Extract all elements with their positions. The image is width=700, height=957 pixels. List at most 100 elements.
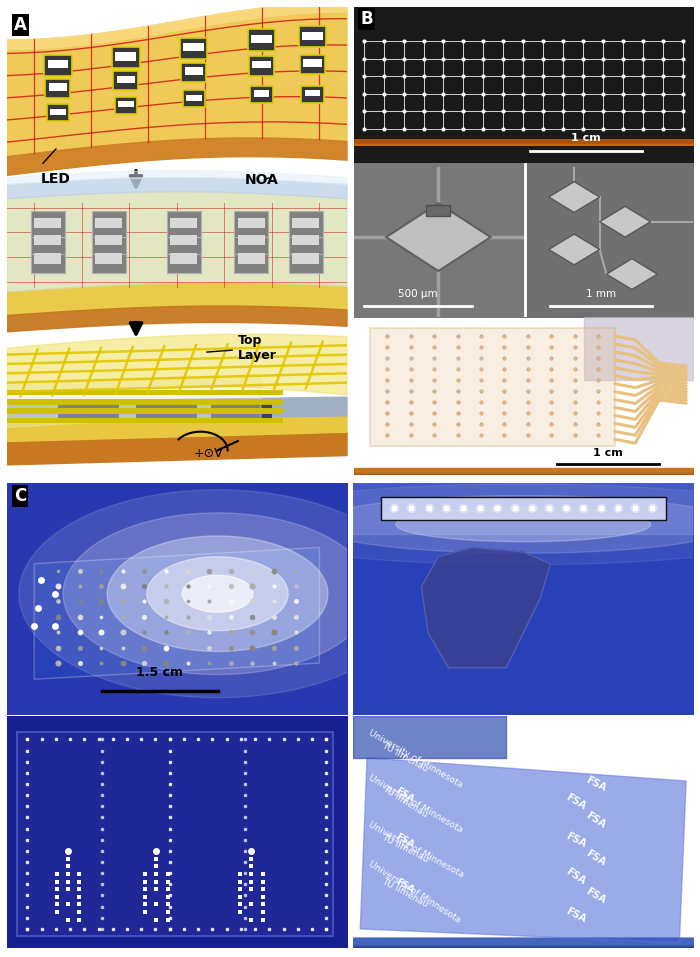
FancyBboxPatch shape [234, 211, 268, 236]
Text: FSA: FSA [584, 848, 608, 868]
FancyBboxPatch shape [299, 27, 326, 48]
FancyBboxPatch shape [92, 211, 126, 236]
Text: TU Ilmenau: TU Ilmenau [381, 833, 430, 864]
FancyBboxPatch shape [118, 101, 134, 107]
Polygon shape [600, 207, 650, 237]
FancyBboxPatch shape [186, 95, 202, 100]
FancyBboxPatch shape [253, 61, 271, 69]
Text: FSA: FSA [584, 774, 608, 792]
Polygon shape [226, 484, 700, 565]
Polygon shape [396, 507, 650, 542]
FancyBboxPatch shape [170, 254, 197, 264]
Text: 1 cm: 1 cm [571, 133, 601, 143]
Text: C: C [14, 487, 26, 505]
FancyBboxPatch shape [167, 211, 200, 236]
Polygon shape [107, 536, 328, 652]
FancyBboxPatch shape [117, 76, 135, 83]
FancyBboxPatch shape [116, 53, 136, 60]
FancyBboxPatch shape [292, 254, 319, 264]
FancyBboxPatch shape [31, 211, 64, 236]
Text: NOA: NOA [245, 173, 279, 188]
Text: FSA: FSA [564, 792, 587, 812]
FancyBboxPatch shape [303, 59, 322, 67]
FancyBboxPatch shape [302, 32, 323, 40]
Polygon shape [311, 496, 700, 553]
Text: 1 mm: 1 mm [587, 289, 617, 299]
Polygon shape [63, 513, 372, 675]
FancyBboxPatch shape [289, 247, 323, 273]
FancyBboxPatch shape [426, 205, 450, 215]
FancyBboxPatch shape [95, 254, 122, 264]
FancyBboxPatch shape [249, 56, 274, 76]
FancyBboxPatch shape [185, 67, 203, 75]
Polygon shape [386, 203, 491, 271]
FancyBboxPatch shape [289, 229, 323, 254]
FancyBboxPatch shape [254, 90, 270, 97]
FancyBboxPatch shape [170, 234, 197, 245]
Text: TU Ilmenau: TU Ilmenau [381, 742, 430, 774]
Polygon shape [34, 547, 319, 679]
FancyBboxPatch shape [238, 254, 265, 264]
FancyBboxPatch shape [49, 83, 67, 91]
FancyBboxPatch shape [300, 55, 325, 74]
Text: +⊙V: +⊙V [194, 447, 223, 459]
Text: 1.5 cm: 1.5 cm [136, 666, 183, 679]
FancyBboxPatch shape [44, 56, 71, 76]
FancyBboxPatch shape [183, 90, 205, 107]
FancyBboxPatch shape [183, 43, 204, 51]
FancyBboxPatch shape [112, 47, 139, 68]
FancyBboxPatch shape [181, 62, 206, 81]
Polygon shape [19, 490, 416, 698]
Text: FSA: FSA [584, 811, 608, 831]
FancyBboxPatch shape [234, 247, 268, 273]
FancyBboxPatch shape [167, 229, 200, 254]
Polygon shape [606, 258, 657, 290]
FancyBboxPatch shape [34, 217, 62, 228]
FancyBboxPatch shape [289, 211, 323, 236]
Polygon shape [147, 557, 288, 631]
FancyBboxPatch shape [46, 78, 71, 98]
Text: University of Minnesota: University of Minnesota [367, 727, 464, 790]
FancyBboxPatch shape [95, 217, 122, 228]
Polygon shape [182, 575, 253, 612]
Text: FSA: FSA [584, 886, 608, 905]
Polygon shape [360, 758, 686, 943]
FancyBboxPatch shape [113, 71, 139, 90]
Text: 1 cm: 1 cm [594, 448, 623, 458]
Text: FSA: FSA [564, 905, 587, 924]
Text: TU Ilmenau: TU Ilmenau [381, 784, 428, 819]
Polygon shape [421, 547, 550, 668]
Text: FSA: FSA [394, 832, 416, 849]
FancyBboxPatch shape [381, 497, 666, 520]
FancyBboxPatch shape [234, 229, 268, 254]
FancyBboxPatch shape [238, 217, 265, 228]
Text: FSA: FSA [564, 754, 587, 774]
Polygon shape [549, 182, 600, 212]
Text: University of Minnesota: University of Minnesota [367, 820, 466, 879]
Text: University of Minnesota: University of Minnesota [367, 773, 464, 835]
FancyBboxPatch shape [238, 234, 265, 245]
FancyBboxPatch shape [92, 247, 126, 273]
Text: University of Minnesota: University of Minnesota [367, 859, 462, 924]
Text: FSA: FSA [394, 877, 416, 894]
Text: FSA: FSA [564, 867, 587, 887]
FancyBboxPatch shape [31, 247, 64, 273]
Text: Top
Layer: Top Layer [206, 334, 276, 363]
FancyBboxPatch shape [302, 85, 323, 102]
FancyBboxPatch shape [251, 34, 272, 43]
FancyBboxPatch shape [180, 37, 207, 58]
Text: 500 μm: 500 μm [398, 289, 438, 299]
FancyBboxPatch shape [167, 247, 200, 273]
FancyBboxPatch shape [292, 217, 319, 228]
Text: FSA: FSA [394, 787, 416, 804]
FancyBboxPatch shape [304, 90, 321, 96]
FancyBboxPatch shape [34, 234, 62, 245]
FancyBboxPatch shape [58, 399, 119, 420]
FancyBboxPatch shape [370, 328, 615, 446]
FancyBboxPatch shape [248, 30, 275, 51]
FancyBboxPatch shape [92, 229, 126, 254]
FancyBboxPatch shape [136, 399, 197, 420]
FancyBboxPatch shape [95, 234, 122, 245]
FancyBboxPatch shape [170, 217, 197, 228]
Text: TU Ilmenau: TU Ilmenau [381, 877, 430, 909]
